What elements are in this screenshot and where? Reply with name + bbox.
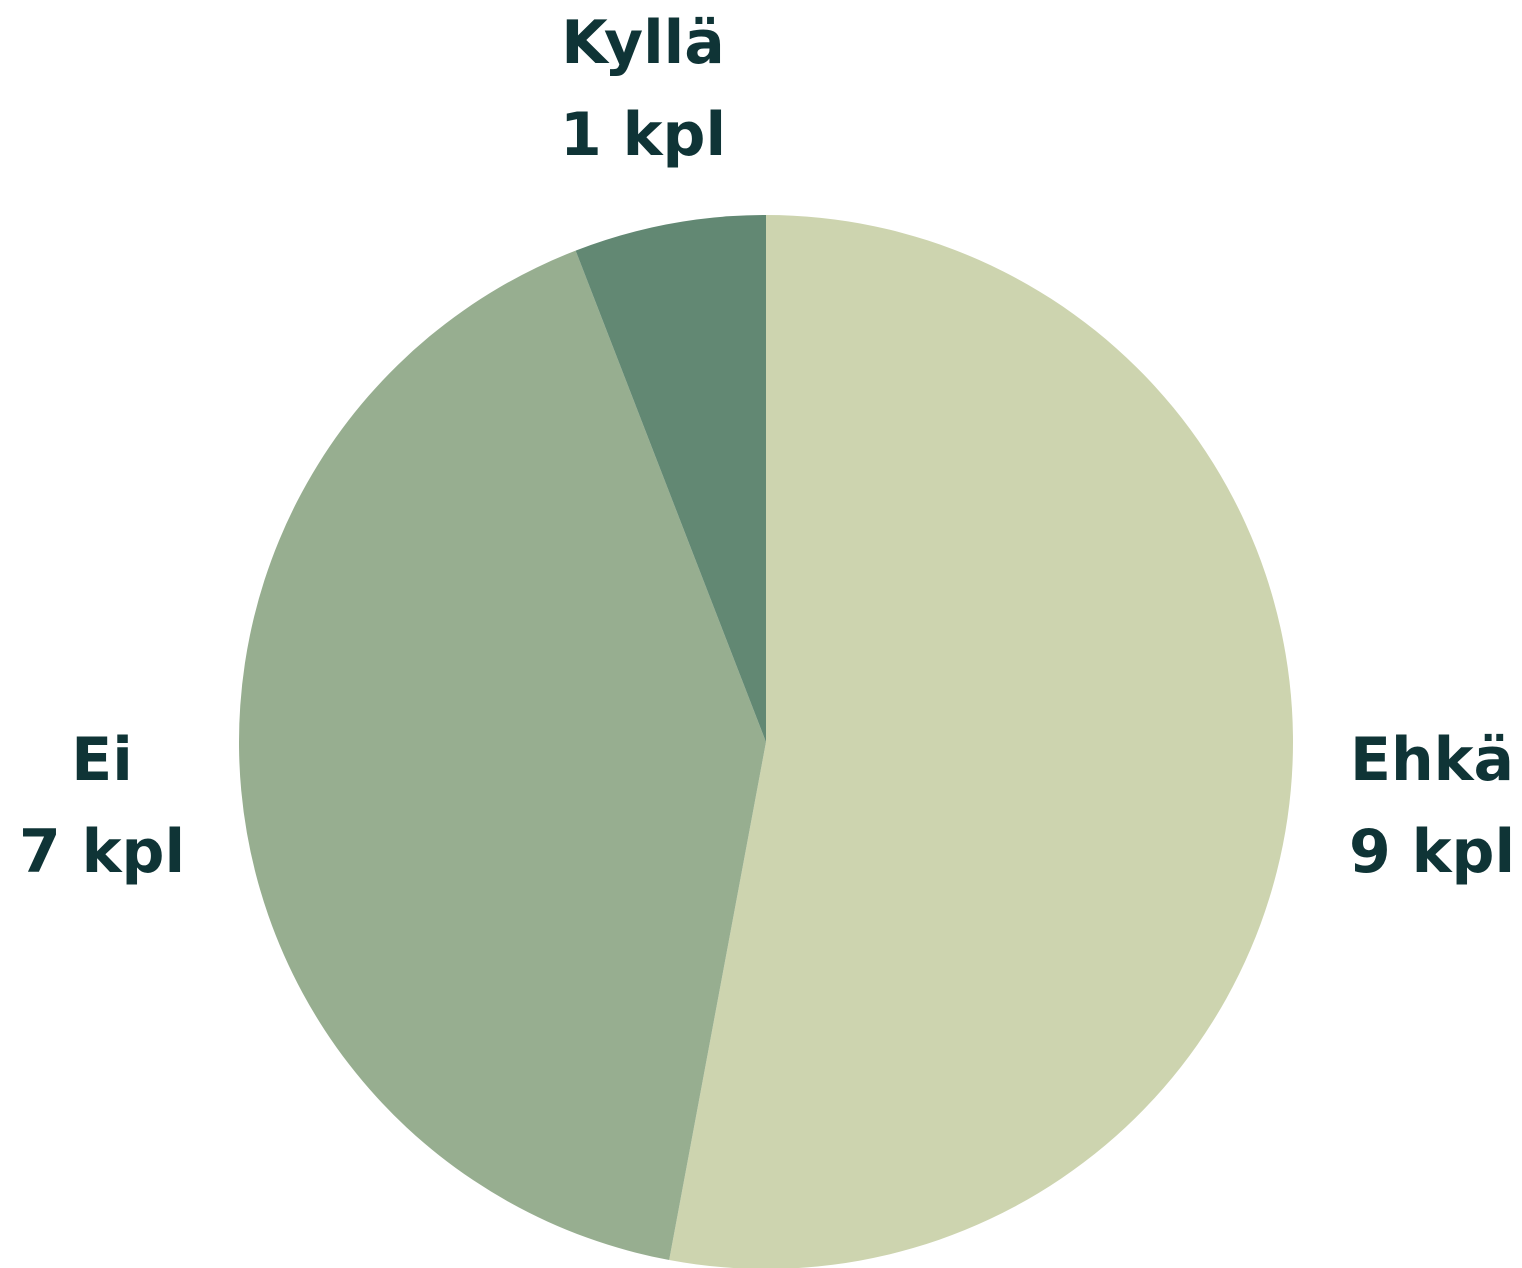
pie-slice-ei — [238, 250, 766, 1261]
slice-label-value: 7 kpl — [18, 817, 186, 887]
slice-label-kylla: Kyllä 1 kpl — [560, 0, 726, 181]
slice-label-name: Kyllä — [561, 8, 725, 78]
slice-label-value: 9 kpl — [1348, 817, 1516, 887]
slice-label-name: Ei — [71, 725, 133, 795]
pie-slices — [238, 215, 1293, 1268]
pie-slice-kylla — [575, 215, 766, 742]
slice-label-value: 1 kpl — [559, 100, 727, 170]
slice-label-ehka: Ehkä 9 kpl — [1349, 714, 1515, 898]
slice-label-ei: Ei 7 kpl — [19, 714, 185, 898]
slice-label-name: Ehkä — [1349, 725, 1515, 795]
pie-slice-ehka — [669, 215, 1293, 1268]
